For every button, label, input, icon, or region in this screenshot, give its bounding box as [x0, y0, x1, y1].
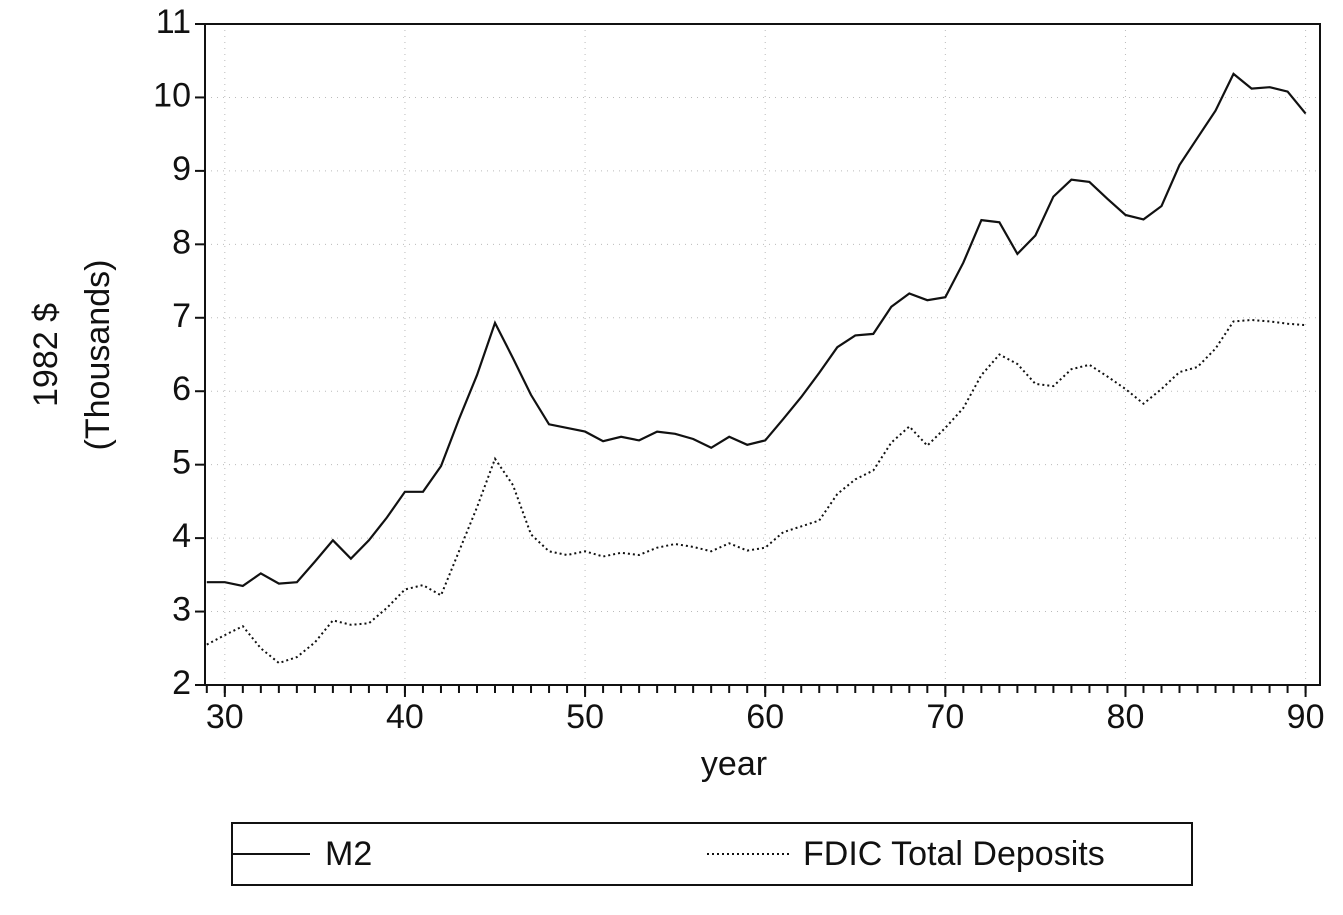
x-tick-label: 40: [386, 698, 424, 736]
y-tick-label: 8: [172, 223, 191, 261]
legend-box: [231, 822, 1193, 886]
x-tick-label: 60: [746, 698, 784, 736]
x-axis-label: year: [701, 745, 767, 783]
series-line: [206, 72, 1307, 588]
x-tick-label: 70: [926, 698, 964, 736]
y-tick-label: 9: [172, 150, 191, 188]
y-tick-label: 10: [153, 76, 191, 114]
legend-label: M2: [325, 835, 372, 873]
legend-label: FDIC Total Deposits: [803, 835, 1105, 873]
plot-frame: [204, 23, 1321, 686]
x-tick-label: 30: [206, 698, 244, 736]
x-tick-label: 50: [566, 698, 604, 736]
y-axis-label: 1982 $: [27, 303, 65, 407]
y-tick-label: 3: [172, 591, 191, 629]
y-axis-label: (Thousands): [79, 260, 117, 451]
y-tick-label: 5: [172, 444, 191, 482]
y-tick-label: 2: [172, 664, 191, 702]
y-tick-label: 11: [156, 3, 191, 41]
y-tick-label: 7: [172, 297, 191, 335]
y-tick-label: 6: [172, 370, 191, 408]
x-tick-label: 80: [1107, 698, 1145, 736]
y-tick-label: 4: [172, 517, 191, 555]
series-line: [206, 318, 1306, 665]
x-tick-label: 90: [1287, 698, 1325, 736]
